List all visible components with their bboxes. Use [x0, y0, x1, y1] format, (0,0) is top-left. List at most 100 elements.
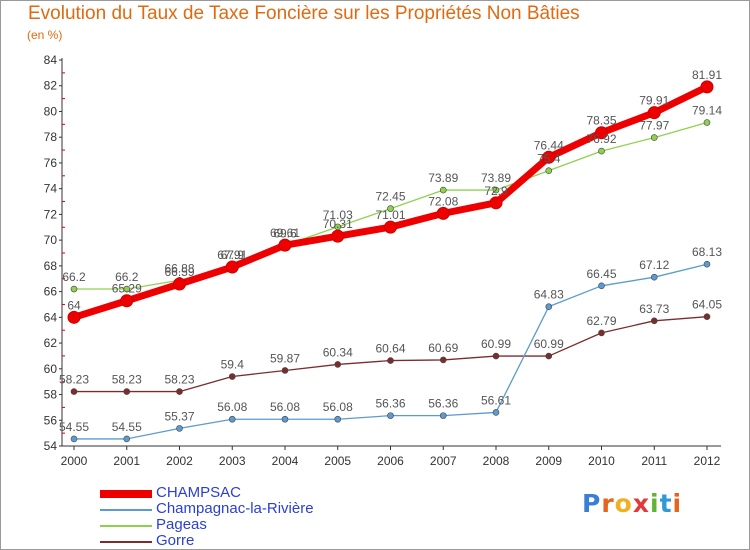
x-tick-label: 2010	[588, 454, 615, 468]
data-label: 56.08	[217, 400, 247, 414]
data-point	[700, 80, 714, 94]
data-label: 56.61	[481, 393, 511, 407]
chart-title: Evolution du Taux de Taxe Foncière sur l…	[28, 3, 580, 24]
data-point	[703, 119, 711, 126]
y-tick-label: 84	[44, 53, 58, 67]
data-point	[120, 294, 134, 308]
chart-unit: (en %)	[27, 28, 63, 42]
data-label: 63.73	[639, 302, 669, 316]
data-label: 60.34	[323, 345, 353, 359]
data-point	[439, 356, 447, 364]
data-point	[387, 205, 394, 212]
data-point	[123, 435, 131, 443]
y-tick-label: 58	[44, 388, 58, 402]
data-label: 66.2	[115, 270, 139, 284]
data-point	[281, 367, 289, 374]
y-tick-label: 74	[44, 182, 58, 196]
y-tick-label: 54	[44, 439, 58, 453]
data-point	[228, 373, 236, 380]
data-label: 73.89	[481, 171, 511, 185]
logo-letter: P	[582, 489, 602, 518]
data-point	[703, 313, 711, 320]
data-point	[439, 412, 447, 419]
data-label: 67.12	[639, 258, 669, 272]
data-label: 58.23	[112, 373, 142, 387]
data-point	[598, 147, 605, 155]
data-label: 64.83	[534, 288, 564, 302]
y-tick-label: 82	[44, 79, 58, 93]
data-point	[545, 303, 553, 310]
data-point	[598, 329, 605, 337]
data-label: 71.01	[375, 208, 405, 222]
data-point	[176, 388, 183, 395]
y-tick-label: 72	[44, 207, 58, 221]
logo-letter: o	[614, 489, 633, 518]
data-label: 69.61	[270, 226, 300, 240]
x-tick-label: 2007	[430, 454, 457, 468]
legend-label: Pageas	[156, 516, 207, 533]
x-tick-label: 2006	[377, 454, 404, 468]
data-label: 58.23	[164, 373, 194, 387]
data-label: 77.97	[639, 119, 669, 133]
data-label: 79.14	[692, 104, 722, 118]
x-tick-label: 2008	[483, 454, 510, 468]
data-point	[650, 134, 658, 141]
data-label: 76.44	[534, 138, 564, 152]
data-label: 64.05	[692, 298, 722, 312]
data-label: 79.91	[639, 94, 669, 108]
legend-label: CHAMPSAC	[156, 484, 242, 501]
data-point	[650, 317, 658, 325]
y-tick-label: 64	[44, 310, 58, 324]
x-tick-label: 2001	[113, 454, 140, 468]
x-tick-label: 2009	[535, 454, 562, 468]
legend-swatch	[100, 541, 152, 543]
x-tick-label: 2003	[219, 454, 246, 468]
data-point	[123, 285, 131, 293]
data-point	[647, 106, 661, 120]
data-label: 64	[67, 298, 81, 312]
data-point	[70, 388, 78, 395]
data-label: 54.55	[59, 420, 89, 434]
data-label: 72.08	[428, 194, 458, 208]
y-tick-label: 68	[44, 259, 58, 273]
data-point	[70, 435, 78, 443]
logo-letter: i	[650, 489, 660, 518]
data-label: 60.99	[481, 337, 511, 351]
data-point	[439, 186, 447, 194]
data-label: 66.45	[586, 267, 616, 281]
data-label: 59.87	[270, 351, 300, 365]
x-tick-label: 2000	[61, 454, 88, 468]
data-label: 67.9	[221, 248, 245, 262]
data-label: 67.91	[217, 248, 247, 262]
data-point	[542, 150, 556, 164]
data-point	[228, 415, 236, 423]
data-point	[281, 415, 289, 423]
data-label: 72.9	[484, 184, 508, 198]
data-point	[70, 285, 78, 293]
legend-label: Gorre	[156, 532, 195, 549]
data-label: 70.31	[323, 217, 353, 231]
data-label: 54.55	[112, 420, 142, 434]
data-point	[545, 352, 553, 360]
data-point	[489, 196, 503, 210]
data-label: 55.37	[164, 409, 194, 423]
data-point	[334, 361, 342, 368]
x-tick-label: 2005	[324, 454, 351, 468]
legend-swatch	[100, 525, 152, 527]
data-label: 56.08	[323, 400, 353, 414]
data-point	[387, 357, 394, 364]
data-label: 68.13	[692, 245, 722, 259]
logo-letter: t	[659, 489, 673, 518]
data-point	[67, 310, 81, 324]
data-label: 59.4	[221, 358, 245, 372]
legend-swatch	[100, 509, 152, 511]
data-point	[492, 186, 500, 194]
data-label: 66.88	[164, 261, 194, 275]
data-point	[331, 229, 345, 243]
data-label: 78.35	[586, 114, 616, 128]
data-point	[492, 409, 500, 416]
data-label: 60.69	[428, 341, 458, 355]
data-point	[703, 260, 711, 268]
y-tick-label: 70	[44, 233, 58, 247]
